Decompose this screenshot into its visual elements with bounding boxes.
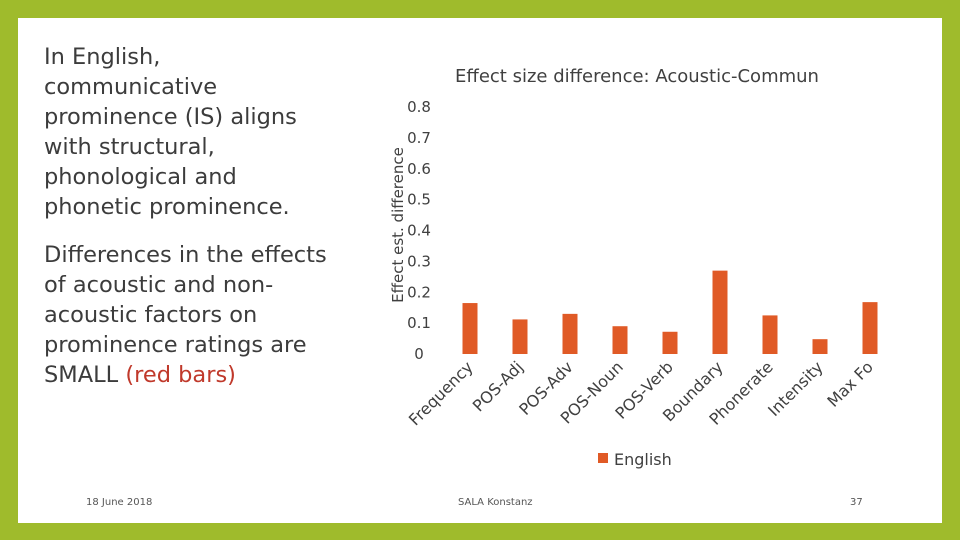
bar-max-f0 (862, 302, 878, 354)
legend-swatch (598, 453, 608, 463)
paragraph-alignment: In English, communicative prominence (IS… (44, 44, 297, 220)
bar-boundary (712, 270, 728, 354)
chart-title: Effect size difference: Acoustic-Commun (455, 66, 819, 87)
y-tick-label: 0 (414, 345, 424, 363)
y-tick-label: 0.5 (407, 191, 431, 209)
y-tick-label: 0.3 (407, 252, 431, 270)
x-tick-label: Max Fo (823, 357, 876, 410)
bar-phonerate (762, 315, 778, 354)
slide-text: In English, communicative prominence (IS… (44, 42, 334, 408)
paragraph-differences-main: Differences in the effects of acoustic a… (44, 242, 327, 388)
y-tick-label: 0.7 (407, 129, 431, 147)
y-tick-label: 0.6 (407, 160, 431, 178)
paragraph-differences: Differences in the effects of acoustic a… (44, 240, 334, 390)
footer-date: 18 June 2018 (86, 497, 153, 508)
y-tick-label: 0.1 (407, 314, 431, 332)
page-number: 37 (850, 497, 863, 508)
y-tick-label: 0.4 (407, 222, 431, 240)
bar-intensity (812, 339, 828, 354)
bar-pos-adj (512, 319, 528, 354)
footer-center: SALA Konstanz (458, 497, 533, 508)
red-bars-highlight: (red bars) (125, 362, 236, 388)
legend-label: English (614, 450, 672, 469)
bar-pos-noun (612, 326, 628, 354)
x-tick-label: Intensity (764, 357, 827, 420)
y-tick-label: 0.2 (407, 283, 431, 301)
x-tick-label: Frequency (405, 357, 477, 429)
slide-background (18, 18, 942, 523)
bar-pos-adv (562, 313, 578, 354)
y-tick-label: 0.8 (407, 98, 431, 116)
y-axis-title: Effect est. difference (389, 147, 407, 303)
bar-frequency (462, 303, 478, 354)
bar-pos-verb (662, 331, 678, 354)
